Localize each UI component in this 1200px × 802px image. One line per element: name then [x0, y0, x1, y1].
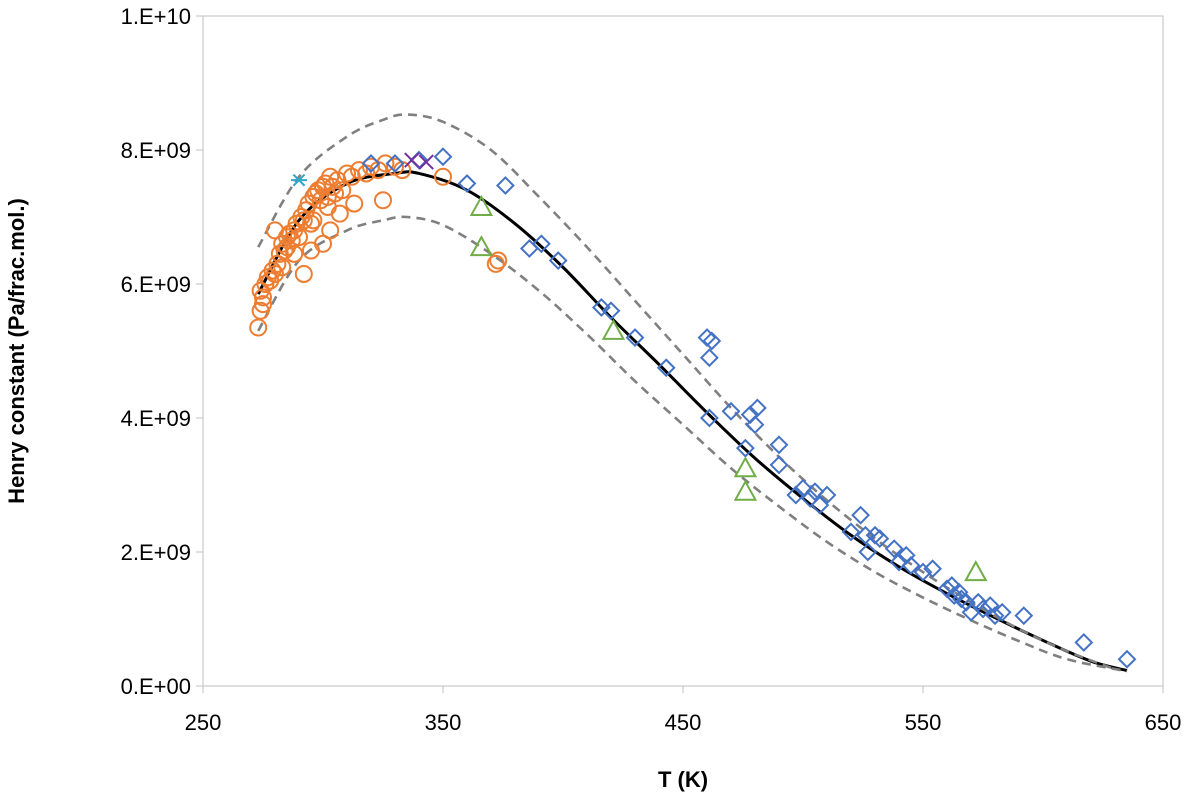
x-tick-label: 550: [905, 710, 942, 735]
diamond-point: [901, 555, 921, 575]
circle-point: [304, 211, 323, 230]
model-curves: [256, 113, 1128, 673]
circle-point: [266, 221, 284, 240]
diamond-point: [699, 348, 719, 368]
diamond-point: [721, 401, 741, 421]
confidence-band-curve: [257, 215, 1128, 673]
diamond-point: [457, 174, 477, 193]
x-tick-label: 650: [1145, 710, 1182, 735]
triangle-point: [469, 235, 494, 257]
diamond-point: [735, 438, 755, 458]
circle-point: [268, 254, 287, 273]
circle-point: [290, 228, 308, 247]
y-tick-label: 0.E+00: [121, 674, 191, 699]
diamond-point: [985, 606, 1005, 626]
diamond-point: [973, 599, 993, 619]
diamond-point: [591, 298, 611, 317]
circle-point: [330, 204, 349, 223]
circle-point: [374, 191, 392, 210]
circle-point: [321, 221, 340, 240]
diamond-point: [913, 562, 933, 582]
circle-point: [345, 194, 364, 213]
diamond-point: [951, 589, 971, 609]
circle-point: [285, 244, 304, 263]
diamond-point: [865, 525, 885, 545]
diamond-point: [1074, 633, 1094, 652]
circle-point: [314, 234, 332, 253]
circle-point: [302, 214, 320, 233]
y-tick-label: 2.E+09: [121, 540, 191, 565]
y-tick-label: 8.E+09: [121, 138, 191, 163]
diamond-point: [817, 485, 837, 505]
diamond-point: [495, 176, 515, 195]
circle-point: [294, 264, 313, 283]
x-tick-label: 250: [185, 710, 222, 735]
diamond-point: [889, 552, 909, 572]
diamond-point: [702, 331, 722, 351]
diamond-point: [1117, 649, 1137, 669]
diamond-point: [884, 539, 904, 559]
diamond-point: [656, 358, 676, 378]
diamond-point: [769, 455, 789, 475]
y-tick-label: 1.E+10: [121, 4, 191, 29]
diamond-point: [433, 147, 453, 167]
circle-point: [333, 181, 352, 200]
circle-point: [376, 154, 395, 173]
circle-point: [249, 318, 268, 337]
diamond-point: [361, 153, 381, 173]
diamond-point: [923, 559, 943, 579]
asterisk-point: [291, 173, 307, 187]
x-axis: 250 350 450 550 650: [185, 686, 1182, 735]
x-tick-label: 350: [425, 710, 462, 735]
diamond-point: [786, 485, 806, 505]
diamond-point: [745, 415, 765, 435]
x-point: [404, 152, 420, 168]
diamond-point: [800, 488, 820, 508]
circle-point: [434, 167, 452, 186]
diamond-point: [851, 505, 871, 525]
triangle-point: [964, 560, 988, 582]
data-points: [249, 147, 1137, 669]
circle-point: [338, 164, 356, 183]
circle-point: [254, 295, 272, 314]
y-tick-label: 6.E+09: [121, 272, 191, 297]
circle-point: [486, 254, 505, 273]
circle-point: [273, 258, 292, 277]
diamond-point: [697, 328, 717, 348]
diamond-point: [625, 328, 645, 348]
diamond-point: [968, 592, 988, 612]
diamond-point: [385, 153, 405, 173]
diamond-point: [747, 398, 767, 418]
x-point: [418, 154, 434, 170]
diamond-point: [805, 482, 825, 502]
diamond-point: [858, 542, 878, 562]
diamond-point: [531, 234, 551, 254]
diamond-point: [601, 301, 621, 321]
diamond-point: [841, 522, 861, 542]
y-tick-label: 4.E+09: [121, 406, 191, 431]
triangle-point: [601, 318, 626, 340]
diamond-point: [992, 602, 1012, 622]
y-axis: 0.E+00 2.E+09 4.E+09 6.E+09 8.E+09 1.E+10: [121, 4, 203, 699]
triangle-point: [733, 479, 758, 501]
triangle-point: [733, 456, 758, 478]
circle-point: [489, 251, 508, 270]
diamond-point: [769, 435, 789, 455]
x-axis-title: T (K): [658, 767, 708, 792]
diamond-point: [870, 529, 890, 549]
model-curve: [256, 170, 1128, 673]
plot-area: [202, 15, 1164, 687]
x-tick-label: 450: [665, 710, 702, 735]
circle-point: [254, 288, 272, 307]
diamond-point: [1014, 606, 1034, 626]
triangle-point: [469, 194, 494, 216]
diamond-point: [548, 251, 568, 270]
diamond-point: [699, 408, 719, 428]
y-axis-title: Henry constant (Pa/frac.mol.): [4, 198, 29, 504]
